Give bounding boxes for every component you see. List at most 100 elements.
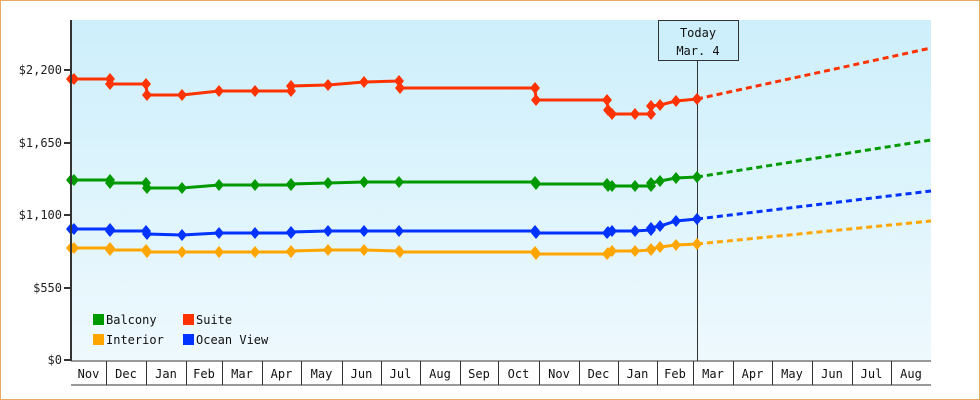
legend: Balcony Suite Interior Ocean View xyxy=(93,313,269,347)
data-point[interactable] xyxy=(395,246,405,258)
legend-swatch xyxy=(93,314,104,325)
data-point[interactable] xyxy=(250,227,260,239)
data-point[interactable] xyxy=(359,76,369,88)
data-point[interactable] xyxy=(646,243,656,255)
data-point[interactable] xyxy=(323,225,333,237)
data-point[interactable] xyxy=(395,82,405,94)
data-point[interactable] xyxy=(105,177,115,189)
data-point[interactable] xyxy=(359,244,369,256)
data-point[interactable] xyxy=(214,179,224,191)
data-point[interactable] xyxy=(250,246,260,258)
data-point[interactable] xyxy=(105,244,115,256)
legend-swatch xyxy=(183,314,194,325)
y-tick-label: $0 xyxy=(48,353,62,367)
data-point[interactable] xyxy=(286,178,296,190)
month-label: May xyxy=(781,367,803,381)
y-axis-ticks: $0 $550 $1,100 $1,650 $2,200 xyxy=(19,63,71,367)
data-point[interactable] xyxy=(142,228,152,240)
data-point[interactable] xyxy=(531,248,541,260)
data-point[interactable] xyxy=(105,78,115,90)
data-point[interactable] xyxy=(142,89,152,101)
month-label: Jan xyxy=(155,367,177,381)
data-point[interactable] xyxy=(142,246,152,258)
data-point[interactable] xyxy=(177,229,187,241)
today-date: Mar. 4 xyxy=(676,44,719,58)
data-point[interactable] xyxy=(323,177,333,189)
data-point[interactable] xyxy=(177,182,187,194)
data-point[interactable] xyxy=(286,245,296,257)
data-point[interactable] xyxy=(359,225,369,237)
plot-area xyxy=(71,20,931,360)
data-point[interactable] xyxy=(142,182,152,194)
data-point[interactable] xyxy=(602,94,612,106)
data-point[interactable] xyxy=(531,94,541,106)
legend-item-ocean-view[interactable]: Ocean View xyxy=(183,333,269,347)
month-label: Apr xyxy=(271,367,293,381)
data-point[interactable] xyxy=(671,172,681,184)
legend-item-interior[interactable]: Interior xyxy=(93,333,164,347)
legend-item-suite[interactable]: Suite xyxy=(183,313,232,327)
data-point[interactable] xyxy=(630,225,640,237)
data-point[interactable] xyxy=(531,227,541,239)
data-point[interactable] xyxy=(214,246,224,258)
data-point[interactable] xyxy=(630,180,640,192)
data-point[interactable] xyxy=(359,176,369,188)
data-point[interactable] xyxy=(105,225,115,237)
data-point[interactable] xyxy=(646,100,656,112)
y-tick-label: $1,100 xyxy=(19,208,62,222)
month-label: Feb xyxy=(664,367,686,381)
legend-swatch xyxy=(183,334,194,345)
y-tick-label: $550 xyxy=(33,281,62,295)
data-point[interactable] xyxy=(607,225,617,237)
month-label: Mar xyxy=(231,367,253,381)
data-point[interactable] xyxy=(630,108,640,120)
month-label: Sep xyxy=(468,367,490,381)
today-point[interactable] xyxy=(692,93,702,105)
data-point[interactable] xyxy=(607,180,617,192)
x-axis-months: Nov Dec Jan Feb Mar Apr May Jun Jul Aug Sep Oct Nov D… xyxy=(71,360,931,386)
data-point[interactable] xyxy=(671,239,681,251)
data-point[interactable] xyxy=(646,177,656,189)
data-point[interactable] xyxy=(323,244,333,256)
data-point[interactable] xyxy=(177,89,187,101)
data-point[interactable] xyxy=(646,108,656,120)
data-point[interactable] xyxy=(394,176,404,188)
legend-label: Suite xyxy=(196,313,232,327)
month-label: Jul xyxy=(861,367,883,381)
legend-swatch xyxy=(93,334,104,345)
today-point[interactable] xyxy=(692,238,702,250)
data-point[interactable] xyxy=(250,179,260,191)
today-label: Today xyxy=(680,26,716,40)
data-point[interactable] xyxy=(531,178,541,190)
legend-label: Ocean View xyxy=(196,333,269,347)
data-point[interactable] xyxy=(671,95,681,107)
data-point[interactable] xyxy=(177,246,187,258)
today-point[interactable] xyxy=(692,213,702,225)
data-point[interactable] xyxy=(394,225,404,237)
data-point[interactable] xyxy=(286,80,296,92)
forecast-line xyxy=(696,219,932,246)
series-suite xyxy=(66,46,932,120)
data-point[interactable] xyxy=(607,245,617,257)
legend-item-balcony[interactable]: Balcony xyxy=(93,313,157,327)
data-point[interactable] xyxy=(530,82,540,94)
data-point[interactable] xyxy=(671,215,681,227)
month-label: Apr xyxy=(742,367,764,381)
data-point[interactable] xyxy=(655,220,665,232)
month-label: Feb xyxy=(193,367,215,381)
data-point[interactable] xyxy=(607,108,617,120)
data-point[interactable] xyxy=(250,85,260,97)
data-point[interactable] xyxy=(655,99,665,111)
y-tick-label: $2,200 xyxy=(19,63,62,77)
data-point[interactable] xyxy=(630,245,640,257)
data-point[interactable] xyxy=(646,222,656,234)
data-point[interactable] xyxy=(214,85,224,97)
data-point[interactable] xyxy=(323,79,333,91)
data-point[interactable] xyxy=(141,78,151,90)
data-point[interactable] xyxy=(286,226,296,238)
month-label: Jun xyxy=(351,367,373,381)
today-point[interactable] xyxy=(692,171,702,183)
data-point[interactable] xyxy=(655,175,665,187)
data-point[interactable] xyxy=(214,227,224,239)
data-point[interactable] xyxy=(655,241,665,253)
